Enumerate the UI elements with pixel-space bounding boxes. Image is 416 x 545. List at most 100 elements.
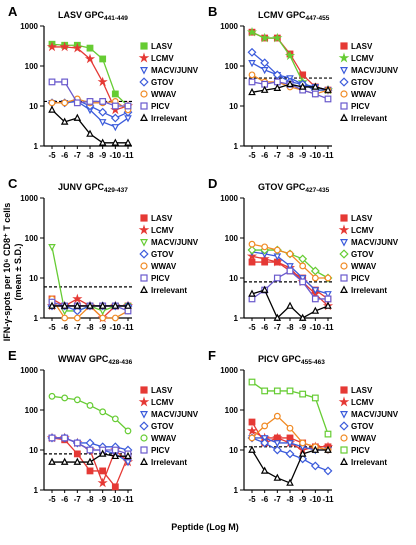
legend-label: GTOV [151, 422, 174, 431]
marker [61, 314, 69, 322]
marker [298, 254, 308, 264]
x-tick-label: -5 [248, 151, 256, 160]
legend-label: WWAV [151, 262, 177, 271]
marker [85, 438, 95, 448]
y-tick-label: 10 [29, 102, 38, 111]
panel-title-main: GTOV GPC [258, 182, 306, 192]
marker [48, 105, 56, 113]
marker [310, 266, 320, 276]
x-tick-label: -10 [310, 151, 322, 160]
legend-label: WWAV [351, 90, 377, 99]
marker [273, 83, 282, 91]
y-tick-label: 100 [25, 406, 39, 415]
marker [140, 434, 148, 442]
marker [140, 42, 148, 50]
marker [286, 424, 294, 432]
marker [338, 224, 350, 235]
legend-label: PICV [151, 446, 170, 455]
marker [299, 390, 307, 398]
marker [111, 138, 120, 146]
marker [248, 240, 256, 248]
y-tick-label: 10 [229, 274, 238, 283]
marker [139, 77, 149, 87]
y-tick-label: 10 [229, 446, 238, 455]
marker [299, 262, 307, 270]
panel-title: PICV GPC455-463 [258, 354, 325, 366]
marker [97, 76, 108, 87]
marker [299, 439, 307, 447]
marker [140, 113, 148, 122]
marker [311, 82, 320, 90]
marker [340, 274, 348, 282]
y-tick-label: 1000 [220, 194, 238, 203]
panel-title-main: WWAV GPC [58, 354, 109, 364]
marker [273, 274, 281, 282]
marker [324, 274, 332, 282]
marker [46, 41, 58, 52]
y-tick-label: 10 [229, 102, 238, 111]
panel-title: WWAV GPC428-436 [58, 354, 133, 366]
marker [340, 457, 348, 465]
marker [73, 314, 81, 322]
legend-label: LASV [151, 42, 173, 51]
marker [286, 387, 294, 395]
panel-title: JUNV GPC429-437 [58, 182, 128, 194]
marker [73, 99, 81, 107]
marker [140, 285, 148, 293]
marker [86, 98, 94, 105]
marker [310, 461, 320, 471]
marker [61, 78, 69, 86]
marker [298, 454, 308, 464]
legend-label: Irrelevant [151, 114, 187, 123]
marker [140, 386, 148, 394]
x-tick-label: -9 [299, 151, 307, 160]
marker [338, 52, 350, 63]
marker [124, 459, 132, 467]
panel-title: LCMV GPC447-455 [258, 10, 330, 22]
marker [259, 253, 270, 264]
marker [48, 301, 56, 309]
marker [48, 99, 56, 107]
marker [339, 249, 349, 259]
marker [340, 90, 348, 98]
marker [98, 119, 107, 127]
legend-label: LASV [151, 214, 173, 223]
legend-label: GTOV [151, 250, 174, 259]
marker [73, 396, 81, 404]
panel-title-sub: 428-436 [108, 359, 132, 366]
marker [110, 113, 120, 123]
panel-letter: B [208, 4, 217, 19]
panel-title: GTOV GPC427-435 [258, 182, 330, 194]
legend-label: Irrelevant [151, 286, 187, 295]
marker [248, 258, 256, 266]
marker [272, 256, 283, 267]
marker [272, 432, 283, 443]
marker [84, 53, 96, 64]
x-axis-label: Peptide (Log M) [171, 522, 239, 532]
marker [140, 446, 148, 454]
x-tick-label: -8 [86, 323, 94, 332]
marker [248, 71, 256, 79]
marker [273, 387, 281, 395]
marker [72, 42, 83, 53]
marker [298, 449, 307, 457]
x-tick-label: -6 [261, 151, 269, 160]
legend-label: MACV/JUNV [151, 410, 199, 419]
marker [324, 301, 332, 309]
marker [124, 301, 132, 309]
marker [73, 301, 82, 309]
marker [98, 107, 108, 117]
panel-title-main: PICV GPC [258, 354, 302, 364]
marker [298, 82, 307, 90]
marker [73, 439, 81, 447]
x-tick-label: -6 [61, 151, 69, 160]
panel-title: LASV GPC441-449 [58, 10, 128, 22]
marker [124, 102, 132, 110]
marker [48, 434, 56, 442]
legend-label: Irrelevant [351, 458, 387, 467]
legend-label: WWAV [351, 434, 377, 443]
marker [261, 387, 269, 395]
marker [273, 440, 282, 448]
marker [260, 438, 270, 448]
legend-label: PICV [151, 102, 170, 111]
